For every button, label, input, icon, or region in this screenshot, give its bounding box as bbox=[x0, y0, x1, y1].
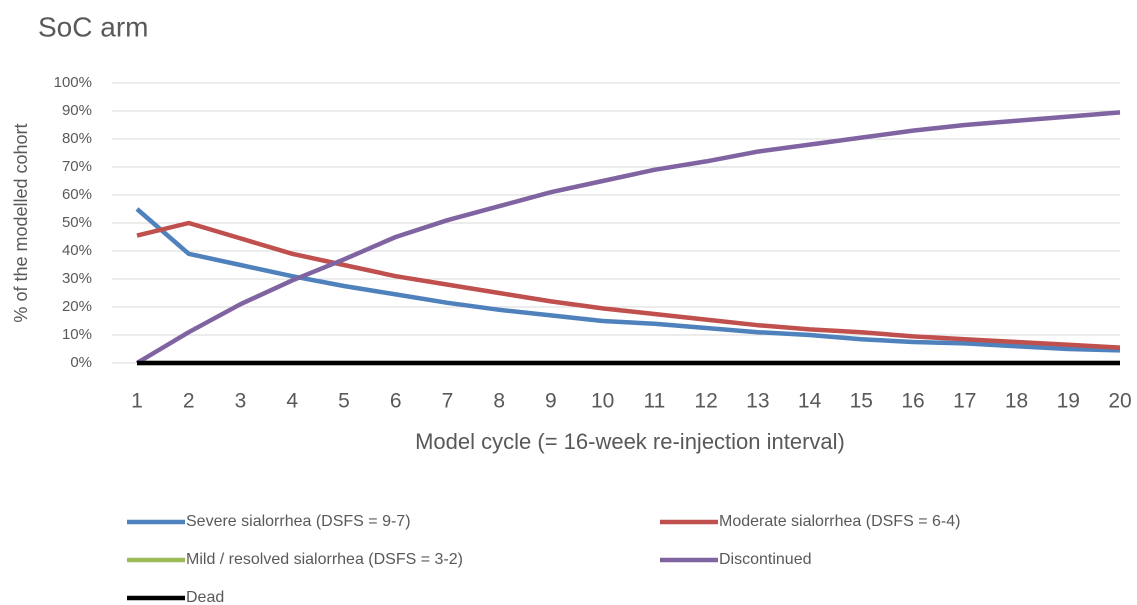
series-line bbox=[135, 207, 1121, 353]
y-tick-label: 90% bbox=[62, 102, 92, 119]
x-tick-label: 19 bbox=[1057, 390, 1080, 413]
y-tick-label: 40% bbox=[62, 242, 92, 259]
legend-label: Dead bbox=[186, 589, 224, 605]
x-tick-label: 10 bbox=[591, 390, 614, 413]
y-tick-label: 70% bbox=[62, 158, 92, 175]
series-line bbox=[135, 110, 1121, 365]
x-tick-label: 13 bbox=[746, 390, 769, 413]
x-tick-label: 14 bbox=[798, 390, 822, 413]
y-tick-label: 10% bbox=[62, 326, 92, 343]
x-tick-label: 16 bbox=[901, 390, 924, 413]
x-tick-label: 7 bbox=[442, 390, 454, 413]
legend-label: Discontinued bbox=[719, 551, 812, 568]
y-axis-title: % of the modelled cohort bbox=[11, 123, 31, 322]
x-tick-label: 4 bbox=[286, 390, 298, 413]
series-line bbox=[136, 220, 1121, 350]
y-tick-label: 100% bbox=[54, 74, 92, 91]
legend-label: Severe sialorrhea (DSFS = 9-7) bbox=[186, 513, 411, 530]
x-tick-label: 3 bbox=[235, 390, 247, 413]
x-tick-label: 18 bbox=[1005, 390, 1028, 413]
x-tick-label: 15 bbox=[850, 390, 873, 413]
x-tick-label: 20 bbox=[1108, 390, 1131, 413]
y-tick-label: 50% bbox=[62, 214, 92, 231]
x-tick-label: 17 bbox=[953, 390, 976, 413]
x-tick-label: 2 bbox=[183, 390, 195, 413]
y-tick-label: 30% bbox=[62, 270, 92, 287]
x-tick-label: 1 bbox=[131, 390, 143, 413]
x-tick-label: 8 bbox=[493, 390, 505, 413]
legend-label: Moderate sialorrhea (DSFS = 6-4) bbox=[719, 513, 960, 530]
x-tick-label: 12 bbox=[694, 390, 717, 413]
x-axis-title: Model cycle (= 16-week re-injection inte… bbox=[415, 429, 845, 454]
y-tick-label: 20% bbox=[62, 298, 92, 315]
x-tick-label: 11 bbox=[643, 390, 665, 413]
y-tick-label: 60% bbox=[62, 186, 92, 203]
x-tick-label: 6 bbox=[390, 390, 402, 413]
y-tick-label: 0% bbox=[70, 354, 92, 371]
legend-label: Mild / resolved sialorrhea (DSFS = 3-2) bbox=[186, 551, 463, 568]
chart-title: SoC arm bbox=[38, 11, 148, 42]
x-tick-label: 5 bbox=[338, 390, 350, 413]
y-tick-label: 80% bbox=[62, 130, 92, 147]
x-tick-label: 9 bbox=[545, 390, 557, 413]
